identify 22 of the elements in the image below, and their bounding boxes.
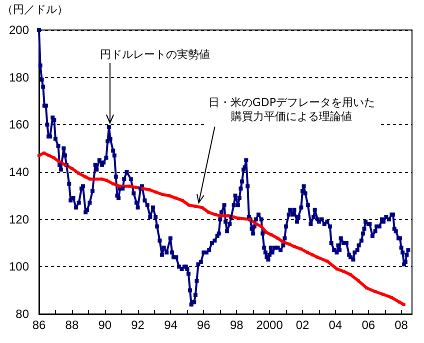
- x-tick-label: 90: [98, 318, 112, 332]
- x-tick-label: 92: [131, 318, 145, 332]
- y-tick-label: 120: [8, 212, 30, 226]
- x-tick-label: 06: [362, 318, 376, 332]
- y-tick-label: 180: [8, 70, 30, 84]
- x-tick-label: 94: [164, 318, 178, 332]
- x-tick-label: 86: [32, 318, 46, 332]
- y-tick-label: 160: [8, 118, 30, 132]
- y-tick-label: 100: [8, 260, 30, 274]
- x-tick-label: 2000: [256, 318, 284, 332]
- y-tick-label: 80: [16, 307, 30, 321]
- y-tick-label: 140: [8, 165, 30, 179]
- x-tick-label: 96: [197, 318, 211, 332]
- x-tick-label: 98: [230, 318, 244, 332]
- x-tick-label: 02: [296, 318, 310, 332]
- annotation: 円ドルレートの実勢値: [100, 48, 210, 62]
- x-tick-label: 88: [65, 318, 79, 332]
- annotation: 日・米のGDPデフレータを用いた購買力平価による理論値: [204, 94, 380, 125]
- x-tick-label: 04: [328, 318, 342, 332]
- x-tick-label: 08: [394, 318, 408, 332]
- y-tick-label: 200: [8, 23, 30, 37]
- y-axis-title: （円／ドル）: [2, 3, 68, 17]
